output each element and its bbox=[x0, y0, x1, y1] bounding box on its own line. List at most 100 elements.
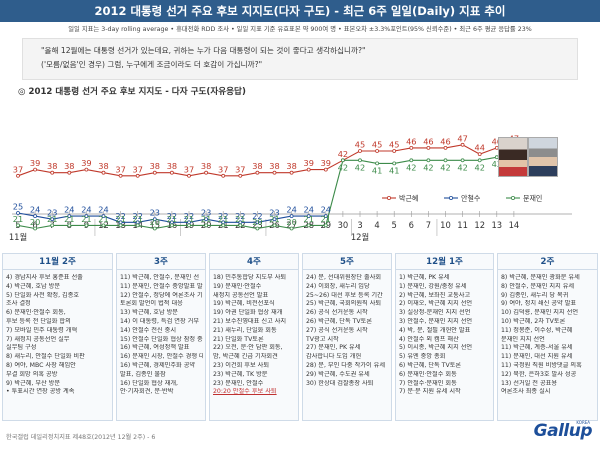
data-label: 38 bbox=[252, 161, 262, 171]
data-label: 45 bbox=[389, 140, 399, 150]
event-item: 21) 단일화 TV토론 bbox=[213, 335, 264, 343]
x-tick-label: 23 bbox=[252, 220, 263, 230]
event-item: 2) 박근혜, 보좌진 교통사고 bbox=[399, 291, 471, 299]
data-label: 38 bbox=[286, 161, 296, 171]
x-tick-label: 11 bbox=[457, 220, 468, 230]
data-label: 44 bbox=[474, 143, 484, 153]
data-label: 42 bbox=[338, 149, 348, 159]
x-tick-label: 27 bbox=[286, 220, 297, 230]
x-tick-label: 15 bbox=[149, 220, 160, 230]
data-point bbox=[323, 167, 328, 172]
candidate-photo-moon bbox=[528, 137, 558, 177]
data-label: 42 bbox=[457, 162, 467, 172]
event-item: 1) 박근혜, PK 유세 bbox=[399, 274, 450, 281]
event-item: 11) 박근혜, 안철수, 문재인 선 bbox=[120, 274, 200, 281]
event-item: 23) 이건희 후보 사퇴 bbox=[213, 361, 270, 369]
data-point bbox=[392, 149, 397, 153]
data-label: 46 bbox=[492, 136, 502, 146]
data-point bbox=[392, 161, 397, 166]
data-label: 21 bbox=[303, 214, 313, 224]
data-label: 46 bbox=[423, 136, 433, 146]
data-label: 46 bbox=[440, 136, 450, 146]
week-panel: 3주 11) 박근혜, 안철수, 문재인 선 11) 문재인, 안철수 중앙발표 발… bbox=[116, 253, 206, 421]
data-label: 20 bbox=[286, 217, 296, 227]
event-item: 안·기자회견, 문·반박 bbox=[120, 388, 174, 396]
week-panel: 12월 1주 1) 박근혜, PK 유세 1) 문재인, 강원/충청 유세 2) 박근… bbox=[395, 253, 494, 421]
event-item: 7) 새정치 공동선언 실무 bbox=[6, 335, 70, 343]
data-label: 37 bbox=[13, 164, 23, 174]
event-item: 13) 박근혜, 호남 방문 bbox=[120, 309, 179, 317]
event-item: 20:20 안철수 후보 사퇴 bbox=[213, 388, 277, 396]
data-point bbox=[50, 170, 55, 175]
data-label: 45 bbox=[355, 140, 365, 150]
event-item: 후보 등록 전 단일화 합의 bbox=[6, 317, 71, 325]
event-item: 8) 여야, MBC 사장 해임안 bbox=[6, 361, 76, 369]
event-item: 23) 박근혜, TK 방문 bbox=[213, 370, 268, 378]
event-item: 11) 국정원 직원 비방댓글 의혹 bbox=[501, 361, 582, 369]
event-item: 부결 희망 의혹 공방 bbox=[6, 370, 58, 378]
data-label: 22 bbox=[184, 211, 194, 221]
event-item: 4) 박근혜, 호남 방문 bbox=[6, 282, 61, 290]
event-item: 12) 북한, 은하3호 발사 성공 bbox=[501, 370, 577, 378]
question-box: "올해 12월에는 대통령 선거가 있는데요, 귀하는 누가 다음 대통령이 되… bbox=[22, 38, 578, 80]
data-point bbox=[50, 217, 55, 222]
data-label: 21 bbox=[167, 214, 177, 224]
data-point bbox=[289, 226, 294, 231]
data-label: 24 bbox=[321, 205, 331, 215]
data-point bbox=[135, 173, 140, 178]
week-panel: 5주 24) 문, 선대위원장단 출사회 24) 이회창, 새누리 입당 25~26)… bbox=[302, 253, 392, 421]
event-list: 8) 박근혜, 문재인 광화문 유세 8) 안철수, 문재인 지지 유세 9) 김종… bbox=[501, 274, 595, 397]
event-item: 11) 정몽준, 이수성, 박근혜 bbox=[501, 326, 573, 334]
event-item: 27) 문재인, PK 유세 bbox=[306, 344, 361, 352]
data-point bbox=[118, 173, 123, 178]
week-heading: 5주 bbox=[303, 254, 391, 270]
event-item: 25~26) 대선 후보 등록 기간 bbox=[306, 291, 383, 299]
data-point bbox=[477, 158, 482, 163]
data-label: 21 bbox=[321, 214, 331, 224]
data-point bbox=[204, 170, 209, 175]
event-item: 16) 박근혜, 여성정책 발표 bbox=[120, 344, 190, 352]
data-point bbox=[101, 223, 106, 228]
page-footer: 한국갤럽 데일리정치지표 제48호(2012년 12월 2주) - 6 bbox=[6, 434, 156, 441]
data-point bbox=[33, 226, 37, 231]
x-tick-label: 5 bbox=[392, 220, 397, 230]
data-point bbox=[152, 226, 157, 231]
data-point bbox=[135, 223, 140, 228]
event-item: 22) 오전, 문·안 담판 회동, bbox=[213, 344, 283, 352]
data-label: 24 bbox=[81, 205, 91, 215]
event-item: 7) 모바일 민주 대통령 개혁 bbox=[6, 326, 78, 334]
event-item: 11) 문재인, 대선 지원 유세 bbox=[501, 353, 573, 361]
event-item: 5) 단일화 사전 확정, 김종호 bbox=[6, 291, 80, 299]
event-item: TV광고 시작 bbox=[306, 335, 339, 343]
data-point bbox=[187, 223, 191, 228]
data-label: 42 bbox=[338, 162, 348, 172]
event-item: 16) 단일화 협상 재개, bbox=[120, 379, 179, 387]
data-label: 38 bbox=[64, 161, 74, 171]
event-item: 9) 김종인, 새누리 당 복귀 bbox=[501, 291, 569, 299]
event-item: 8) 새누리, 안철수 단일화 비판 bbox=[6, 353, 85, 361]
data-label: 21 bbox=[218, 214, 228, 224]
data-label: 21 bbox=[98, 214, 108, 224]
question-line-1: "올해 12월에는 대통령 선거가 있는데요, 귀하는 누가 다음 대통령이 되… bbox=[41, 46, 366, 55]
survey-method-note: 일일 지표는 3-day rolling average • 휴대전화 RDD … bbox=[68, 26, 532, 33]
data-point bbox=[16, 173, 20, 178]
data-point bbox=[409, 158, 414, 163]
data-label: 25 bbox=[13, 202, 23, 212]
data-point bbox=[16, 211, 20, 215]
event-item: 4) 안철수 외 캠프 해산 bbox=[399, 335, 459, 343]
data-label: 42 bbox=[406, 162, 416, 172]
data-label: 20 bbox=[30, 217, 40, 227]
data-point bbox=[84, 223, 89, 228]
data-point bbox=[50, 223, 55, 228]
event-item: 14) 안철수 전신 중시 bbox=[120, 326, 177, 334]
data-label: 24 bbox=[64, 205, 74, 215]
data-point bbox=[152, 217, 157, 222]
week-heading: 12월 1주 bbox=[396, 254, 493, 270]
event-item: 감사합니다 도입 개헌 bbox=[306, 353, 362, 361]
month-label: 11월 bbox=[9, 232, 27, 242]
data-point bbox=[84, 214, 89, 218]
event-item: 5) 이시종, 박근혜 지지 선언 bbox=[399, 344, 473, 352]
data-label: 39 bbox=[81, 158, 91, 168]
gallup-logo: Gallup bbox=[533, 421, 593, 441]
legend-label: 박근혜 bbox=[399, 194, 418, 203]
